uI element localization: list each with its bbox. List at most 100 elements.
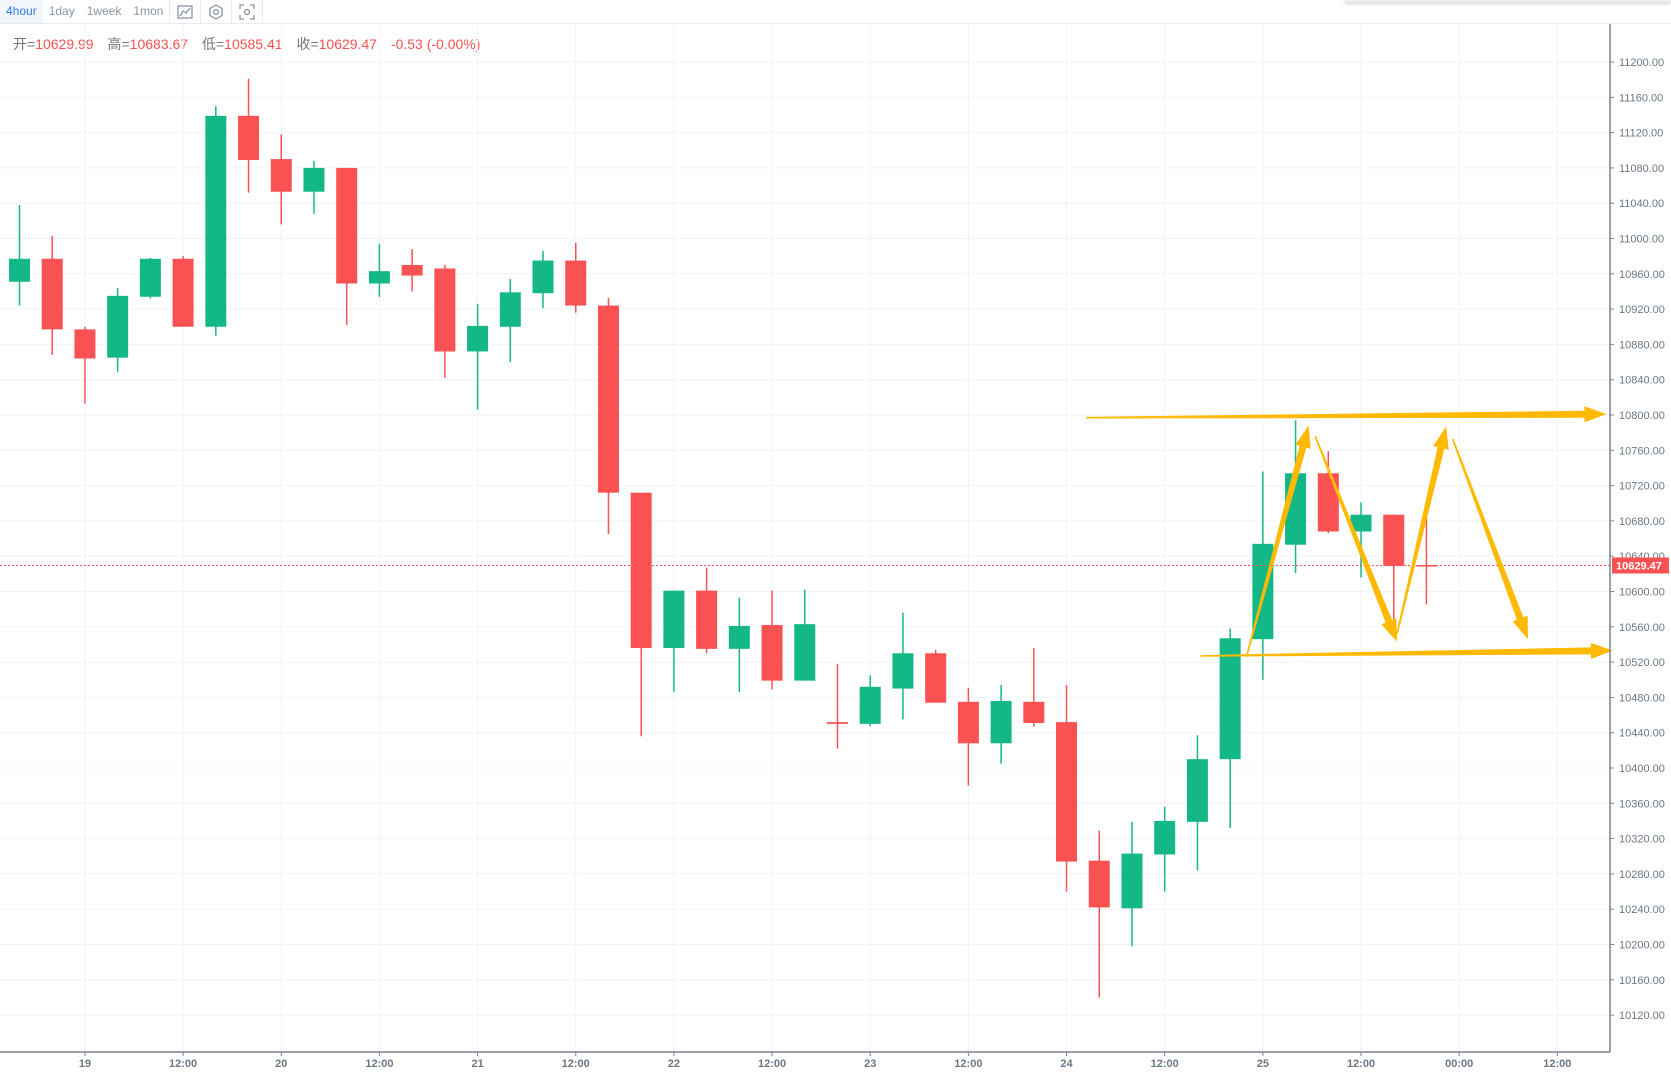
low-value: 10585.41 xyxy=(224,36,283,52)
price-tick-label: 10840.00 xyxy=(1619,375,1665,387)
time-tick-label: 25 xyxy=(1257,1058,1269,1070)
candle-body xyxy=(630,492,652,648)
high-value: 10683.67 xyxy=(129,36,189,52)
candle xyxy=(761,590,783,690)
candle-body xyxy=(925,653,947,703)
price-tick-label: 10600.00 xyxy=(1619,587,1665,599)
candle xyxy=(1383,514,1405,633)
candle-body xyxy=(434,268,456,352)
price-tick-label: 10880.00 xyxy=(1619,339,1665,351)
change-value: -0.53 (-0.00%) xyxy=(390,36,481,52)
candle-body xyxy=(990,700,1012,744)
candle-body xyxy=(1121,853,1143,909)
candle xyxy=(827,663,848,749)
candle xyxy=(1056,685,1078,892)
price-tick-label: 10920.00 xyxy=(1619,304,1665,316)
tab-4hour[interactable]: 4hour xyxy=(0,0,43,23)
candle xyxy=(728,597,750,693)
candle xyxy=(990,685,1012,764)
candle xyxy=(794,589,816,681)
candle-body xyxy=(1317,473,1339,532)
price-tick-label: 10480.00 xyxy=(1619,692,1665,704)
candle-body xyxy=(532,260,554,294)
candle xyxy=(107,287,129,372)
candle-body xyxy=(238,115,260,160)
chart-type-icon xyxy=(177,4,194,19)
candle xyxy=(467,303,489,410)
time-tick-label: 12:00 xyxy=(1151,1058,1179,1070)
time-tick-label: 20 xyxy=(275,1058,287,1070)
candle xyxy=(1154,806,1176,892)
candle xyxy=(565,242,587,313)
last-price-badge xyxy=(1612,557,1669,574)
candle-body xyxy=(303,167,325,192)
candle-body xyxy=(9,258,30,282)
price-tick-label: 11000.00 xyxy=(1619,234,1664,246)
ohlc-legend: 开=10629.99 高=10683.67 低=10585.41 收=10629… xyxy=(13,34,490,54)
settings-button[interactable] xyxy=(200,0,231,23)
candle xyxy=(1350,502,1372,578)
time-tick-label: 12:00 xyxy=(365,1058,393,1070)
time-tick-label: 12:00 xyxy=(169,1058,197,1070)
candle-body xyxy=(74,329,96,359)
open-label: 开= xyxy=(13,36,36,52)
chart-type-button[interactable] xyxy=(169,0,200,23)
price-tick-label: 10160.00 xyxy=(1619,975,1665,987)
last-price-label: 10629.47 xyxy=(1616,560,1662,572)
price-tick-label: 10720.00 xyxy=(1619,481,1665,493)
candle-body xyxy=(663,590,685,648)
candle xyxy=(205,106,227,336)
price-tick-label: 10400.00 xyxy=(1619,763,1665,775)
candle-body xyxy=(368,271,390,284)
time-tick-label: 12:00 xyxy=(954,1058,982,1070)
candle xyxy=(139,257,161,299)
candle-body xyxy=(597,305,619,493)
price-tick-label: 11040.00 xyxy=(1619,198,1664,210)
candle xyxy=(9,204,30,306)
candle-body xyxy=(270,159,292,192)
price-tick-label: 11120.00 xyxy=(1619,128,1663,140)
candle xyxy=(499,279,521,363)
annotation-arrow xyxy=(1086,406,1607,423)
time-tick-label: 12:00 xyxy=(562,1058,590,1070)
candle xyxy=(41,235,63,355)
candle xyxy=(368,243,390,297)
candle-body xyxy=(1383,514,1405,566)
time-tick-label: 19 xyxy=(79,1058,91,1070)
plot-area xyxy=(0,24,1610,1052)
open-value: 10629.99 xyxy=(35,36,94,52)
candle-body xyxy=(859,686,881,724)
candle xyxy=(434,264,456,378)
price-tick-label: 10440.00 xyxy=(1619,728,1665,740)
candle-body xyxy=(336,167,358,284)
annotation-arrow xyxy=(1396,426,1449,635)
tab-1day[interactable]: 1day xyxy=(48,4,75,18)
candle-body xyxy=(1350,514,1372,532)
price-tick-label: 10200.00 xyxy=(1619,940,1665,952)
time-tick-label: 22 xyxy=(668,1058,680,1070)
annotation-arrow xyxy=(1245,425,1311,658)
candle-body xyxy=(467,325,489,352)
tab-1mon[interactable]: 1mon xyxy=(133,4,164,18)
annotation-arrow xyxy=(1451,438,1528,640)
price-tick-label: 10320.00 xyxy=(1619,834,1665,846)
candle xyxy=(1219,628,1241,829)
time-tick-label: 12:00 xyxy=(758,1058,786,1070)
candle-body xyxy=(401,264,423,276)
candle-body xyxy=(696,590,718,649)
tab-1week[interactable]: 1week xyxy=(86,4,122,18)
low-label: 低= xyxy=(201,36,225,52)
price-tick-label: 10280.00 xyxy=(1619,869,1665,881)
candle-body xyxy=(827,722,848,724)
screenshot-button[interactable] xyxy=(231,0,264,23)
candle xyxy=(1186,735,1208,871)
candle-body xyxy=(1415,565,1437,567)
price-tick-label: 10360.00 xyxy=(1619,798,1665,810)
candle-body xyxy=(794,624,816,681)
candle xyxy=(957,687,979,786)
candle-body xyxy=(205,115,227,327)
annotation-arrow xyxy=(1314,435,1398,642)
candle-body xyxy=(761,625,783,681)
candle xyxy=(336,167,358,325)
